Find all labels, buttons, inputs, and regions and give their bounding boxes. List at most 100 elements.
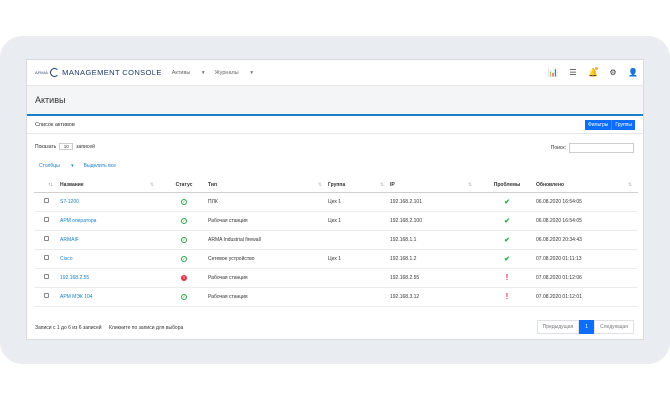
cell-status: !	[160, 268, 208, 288]
cell-group: Цех 1	[328, 249, 390, 269]
select-all-link[interactable]: Выделить все	[83, 163, 117, 169]
show-label: Показать	[35, 143, 57, 150]
row-checkbox[interactable]	[44, 198, 49, 203]
cell-type: Сетевое устройство	[208, 249, 328, 269]
table-row[interactable]: ARMAIF ✓ ARMA Industrial firewall 192.168.1…	[34, 230, 638, 250]
page-length-select[interactable]: 10	[59, 143, 74, 150]
user-icon[interactable]: 👤	[628, 68, 638, 77]
app-logo[interactable]: ARMA MANAGEMENT CONSOLE	[35, 68, 162, 77]
header-name-label: Название	[60, 181, 84, 188]
app-window: ARMA MANAGEMENT CONSOLE Активы ▾ Журналы…	[26, 59, 644, 340]
notification-dot	[595, 67, 598, 70]
row-checkbox[interactable]	[44, 236, 49, 241]
problems-ok-icon: ✔	[504, 198, 510, 206]
nav-assets-dropdown[interactable]: Активы ▾	[171, 69, 205, 76]
cell-updated: 06.08.2020 20:34:43	[536, 230, 638, 250]
header-checkbox-col[interactable]: ↑↓	[34, 178, 60, 193]
cell-name: 192.168.2.55	[60, 268, 160, 288]
problems-ok-icon: ✔	[504, 217, 510, 225]
header-group-label: Группа	[328, 181, 346, 188]
status-ok-icon: ✓	[181, 217, 187, 224]
cell-group	[328, 268, 390, 288]
search-label: Поиск:	[550, 145, 566, 151]
sort-icon: ⇅	[149, 182, 154, 188]
cell-problems: !	[478, 287, 536, 307]
row-checkbox[interactable]	[44, 293, 49, 298]
asset-name-link[interactable]: АРМ МЭК 104	[60, 293, 93, 300]
cell-status: ✓	[160, 230, 208, 250]
nav-journals-label: Журналы	[214, 69, 239, 76]
header-problems[interactable]: Проблемы	[478, 178, 536, 193]
asset-name-link[interactable]: ARMAIF	[60, 236, 79, 243]
page-length-control: Показать 10 записей	[35, 143, 95, 150]
status-ok-icon: ✓	[181, 255, 187, 262]
cell-status: ✓	[160, 211, 208, 231]
status-ok-icon: ✓	[181, 198, 187, 205]
asset-name-link[interactable]: S7-1200	[60, 198, 79, 205]
problems-ok-icon: ✔	[504, 255, 510, 263]
table-row[interactable]: S7-1200 ✓ ПЛК Цех 1 192.168.2.101 ✔ 06.08.2020…	[34, 192, 638, 212]
pagination-page-1[interactable]: 1	[579, 320, 595, 334]
table-row[interactable]: АРМ МЭК 104 ✓ Рабочая станция 192.168.3.12!…	[34, 287, 638, 307]
row-checkbox[interactable]	[44, 255, 49, 260]
nav-journals-dropdown[interactable]: Журналы ▾	[214, 69, 253, 76]
groups-button[interactable]: Группы	[611, 119, 635, 130]
cell-problems: ✔	[478, 249, 536, 269]
cell-ip: 192.168.2.55	[390, 268, 478, 288]
cell-updated: 06.08.2020 16:54:05	[536, 211, 638, 231]
cell-type: Рабочая станция	[208, 287, 328, 307]
cell-type: ПЛК	[208, 192, 328, 212]
cell-ip: 192.168.1.1	[390, 230, 478, 250]
cell-name: АРМ оператора	[60, 211, 160, 231]
header-type[interactable]: Тип ⇅	[208, 178, 328, 193]
card-title: Список активов	[35, 121, 75, 128]
header-updated[interactable]: Обновлено ⇅	[536, 178, 638, 193]
gear-icon[interactable]: ⚙	[609, 68, 617, 77]
pagination-next[interactable]: Следующая	[594, 320, 634, 334]
cell-group: Цех 1	[328, 211, 390, 231]
assets-table: ↑↓ Название ⇅ Статус Тип ⇅ Группа ⇅ IP ⇅ Про…	[34, 178, 638, 307]
pagination-prev[interactable]: Предыдущая	[536, 320, 580, 334]
search-input[interactable]	[569, 143, 634, 153]
filters-button[interactable]: Фильтры	[584, 119, 612, 130]
table-row[interactable]: АРМ оператора ✓ Рабочая станция Цех 1 192.16…	[34, 211, 638, 231]
sort-icon: ⇅	[627, 182, 632, 188]
row-checkbox[interactable]	[44, 274, 49, 279]
app-title: MANAGEMENT CONSOLE	[62, 68, 162, 77]
header-status[interactable]: Статус	[160, 178, 208, 193]
table-actions: Столбцы ▾ Выделить все	[27, 160, 643, 172]
asset-name-link[interactable]: АРМ оператора	[60, 217, 97, 224]
header-ip[interactable]: IP ⇅	[390, 178, 478, 193]
row-checkbox-cell	[34, 268, 60, 288]
cell-type: ARMA Industrial firewall	[208, 230, 328, 250]
nav-assets-label: Активы	[171, 69, 191, 76]
row-checkbox-cell	[34, 249, 60, 269]
cell-group	[328, 287, 390, 307]
entries-label: записей	[76, 143, 95, 150]
cell-name: Cisco	[60, 249, 160, 269]
cell-name: S7-1200	[60, 192, 160, 212]
cell-status: ✓	[160, 192, 208, 212]
table-row[interactable]: 192.168.2.55! Рабочая станция 192.168.2.55…	[34, 268, 638, 288]
asset-name-link[interactable]: 192.168.2.55	[60, 274, 90, 281]
asset-name-link[interactable]: Cisco	[60, 255, 73, 262]
bell-icon[interactable]: 🔔	[588, 67, 598, 77]
cell-name: ARMAIF	[60, 230, 160, 250]
sort-icon: ⇅	[317, 182, 322, 188]
cell-updated: 07.08.2020 01:12:06	[536, 268, 638, 288]
row-checkbox[interactable]	[44, 217, 49, 222]
status-ok-icon: ✓	[181, 236, 187, 243]
status-error-icon: !	[181, 274, 187, 281]
database-icon[interactable]: ☰	[569, 68, 577, 77]
sort-icon: ↑↓	[48, 181, 53, 188]
chart-icon[interactable]: 📊	[548, 68, 558, 77]
columns-dropdown[interactable]: Столбцы ▾	[39, 163, 74, 169]
header-group[interactable]: Группа ⇅	[328, 178, 390, 193]
header-name[interactable]: Название ⇅	[60, 178, 160, 193]
page-header: Активы	[27, 86, 643, 116]
cell-type: Рабочая станция	[208, 268, 328, 288]
header-type-label: Тип	[208, 181, 217, 188]
search-control: Поиск:	[551, 143, 634, 153]
cell-problems: !	[478, 268, 536, 288]
table-row[interactable]: Cisco ✓ Сетевое устройство Цех 1 192.168.1.2…	[34, 249, 638, 269]
